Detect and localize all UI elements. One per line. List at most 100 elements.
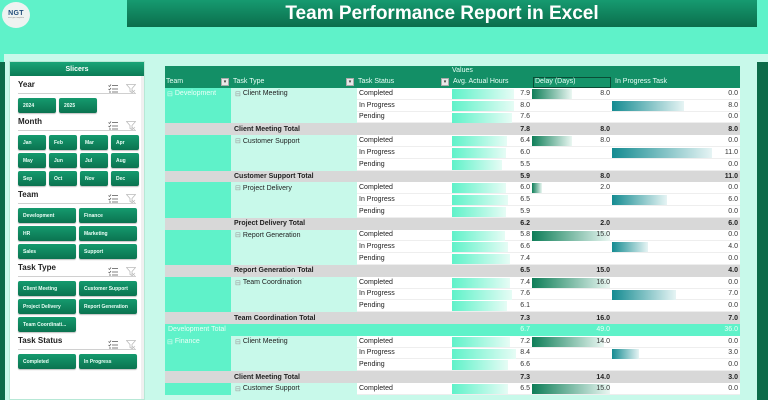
team-cell[interactable] xyxy=(165,182,231,195)
delay-cell[interactable] xyxy=(532,359,612,372)
avg-hours-total[interactable]: 7.3 xyxy=(452,312,532,324)
in-progress-cell[interactable]: 3.0 xyxy=(612,347,740,360)
in-progress-cell[interactable]: 0.0 xyxy=(612,276,740,289)
avg-hours-cell[interactable]: 6.5 xyxy=(452,194,532,206)
delay-total[interactable]: 8.0 xyxy=(532,123,612,136)
avg-hours-cell[interactable]: 5.9 xyxy=(452,205,532,218)
multi-select-icon[interactable] xyxy=(108,190,118,203)
avg-hours-cell[interactable]: 6.6 xyxy=(452,359,532,372)
team-cell[interactable] xyxy=(165,123,231,136)
task-status-cell[interactable]: In Progress xyxy=(357,347,452,360)
team-cell[interactable] xyxy=(165,135,231,147)
avg-hours-cell[interactable]: 6.0 xyxy=(452,146,532,159)
in-progress-total[interactable]: 8.0 xyxy=(612,123,740,136)
slicer-item-customer-support[interactable]: Customer Support xyxy=(79,281,137,296)
task-type-cell[interactable]: ⊟ Report Generation xyxy=(231,229,357,242)
task-status-cell[interactable]: Pending xyxy=(357,253,452,265)
avg-hours-cell[interactable]: 6.1 xyxy=(452,300,532,313)
avg-hours-cell[interactable]: 8.0 xyxy=(452,99,532,112)
in-progress-cell[interactable]: 7.0 xyxy=(612,288,740,301)
avg-hours-cell[interactable]: 7.4 xyxy=(452,276,532,289)
task-status-cell[interactable]: In Progress xyxy=(357,241,452,254)
team-cell[interactable] xyxy=(165,146,231,159)
in-progress-cell[interactable]: 0.0 xyxy=(612,111,740,124)
team-cell[interactable]: ⊟ Development xyxy=(165,88,231,100)
clear-filter-icon[interactable] xyxy=(125,80,137,94)
in-progress-total[interactable]: 36.0 xyxy=(612,323,740,336)
slicer-item-project-delivery[interactable]: Project Delivery xyxy=(18,299,76,314)
slicer-item-oct[interactable]: Oct xyxy=(49,171,77,186)
task-status-cell[interactable]: Completed xyxy=(357,88,452,100)
task-status-cell[interactable]: Completed xyxy=(357,382,452,395)
in-progress-total[interactable]: 6.0 xyxy=(612,217,740,230)
delay-cell[interactable]: 8.0 xyxy=(532,135,612,147)
collapse-icon[interactable]: ⊟ xyxy=(235,90,241,98)
delay-total[interactable]: 8.0 xyxy=(532,170,612,183)
task-status-cell[interactable]: In Progress xyxy=(357,146,452,159)
task-status-cell[interactable]: Pending xyxy=(357,111,452,124)
delay-cell[interactable] xyxy=(532,99,612,112)
clear-filter-icon[interactable] xyxy=(125,263,137,277)
avg-hours-total[interactable]: 6.7 xyxy=(452,323,532,336)
avg-hours-total[interactable]: 6.2 xyxy=(452,217,532,230)
delay-cell[interactable]: 14.0 xyxy=(532,335,612,348)
delay-cell[interactable] xyxy=(532,288,612,301)
avg-hours-total[interactable]: 7.8 xyxy=(452,123,532,136)
avg-hours-cell[interactable]: 6.0 xyxy=(452,182,532,195)
slicer-item-support[interactable]: Support xyxy=(79,244,137,259)
avg-hours-cell[interactable]: 6.5 xyxy=(452,382,532,395)
total-label[interactable]: Report Generation Total xyxy=(231,264,452,277)
task-type-cell[interactable]: ⊟ Client Meeting xyxy=(231,88,357,100)
slicer-item-development[interactable]: Development xyxy=(18,208,76,223)
collapse-icon[interactable]: ⊟ xyxy=(235,185,241,193)
avg-hours-cell[interactable]: 7.4 xyxy=(452,253,532,265)
task-type-cell[interactable] xyxy=(231,253,357,265)
in-progress-total[interactable]: 3.0 xyxy=(612,371,740,383)
task-type-cell[interactable]: ⊟ Project Delivery xyxy=(231,182,357,195)
team-cell[interactable] xyxy=(165,359,231,372)
slicer-item-aug[interactable]: Aug xyxy=(111,153,139,168)
in-progress-cell[interactable]: 0.0 xyxy=(612,359,740,372)
delay-total[interactable]: 14.0 xyxy=(532,371,612,383)
in-progress-cell[interactable]: 0.0 xyxy=(612,382,740,395)
clear-filter-icon[interactable] xyxy=(125,336,137,350)
in-progress-cell[interactable]: 0.0 xyxy=(612,253,740,265)
slicer-item-may[interactable]: May xyxy=(18,153,46,168)
slicer-item-nov[interactable]: Nov xyxy=(80,171,108,186)
team-cell[interactable] xyxy=(165,382,231,395)
team-cell[interactable] xyxy=(165,312,231,324)
task-status-cell[interactable]: Completed xyxy=(357,335,452,348)
delay-cell[interactable]: 15.0 xyxy=(532,229,612,242)
task-status-cell[interactable]: In Progress xyxy=(357,288,452,301)
total-label[interactable]: Client Meeting Total xyxy=(231,371,452,383)
delay-cell[interactable]: 16.0 xyxy=(532,276,612,289)
clear-filter-icon[interactable] xyxy=(125,117,137,131)
in-progress-cell[interactable]: 8.0 xyxy=(612,99,740,112)
in-progress-cell[interactable]: 0.0 xyxy=(612,88,740,100)
multi-select-icon[interactable] xyxy=(108,80,118,93)
task-status-cell[interactable]: In Progress xyxy=(357,194,452,206)
collapse-icon[interactable]: ⊟ xyxy=(167,338,173,346)
slicer-item-feb[interactable]: Feb xyxy=(49,135,77,150)
task-status-cell[interactable]: Pending xyxy=(357,359,452,372)
avg-hours-cell[interactable]: 7.6 xyxy=(452,111,532,124)
slicer-item-hr[interactable]: HR xyxy=(18,226,76,241)
task-type-cell[interactable] xyxy=(231,158,357,171)
team-cell[interactable] xyxy=(165,194,231,206)
avg-hours-cell[interactable]: 7.2 xyxy=(452,335,532,348)
task-type-filter-dropdown[interactable]: ▾ xyxy=(346,78,354,86)
team-cell[interactable] xyxy=(165,170,231,183)
team-cell[interactable] xyxy=(165,288,231,301)
delay-cell[interactable] xyxy=(532,111,612,124)
in-progress-cell[interactable]: 0.0 xyxy=(612,135,740,147)
task-type-cell[interactable]: ⊟ Client Meeting xyxy=(231,335,357,348)
delay-cell[interactable] xyxy=(532,253,612,265)
collapse-icon[interactable]: ⊟ xyxy=(235,232,241,240)
multi-select-icon[interactable] xyxy=(108,263,118,276)
avg-hours-cell[interactable]: 5.8 xyxy=(452,229,532,242)
clear-filter-icon[interactable] xyxy=(125,190,137,204)
team-cell[interactable] xyxy=(165,205,231,218)
delay-cell[interactable] xyxy=(532,194,612,206)
delay-cell[interactable] xyxy=(532,158,612,171)
task-type-cell[interactable] xyxy=(231,194,357,206)
